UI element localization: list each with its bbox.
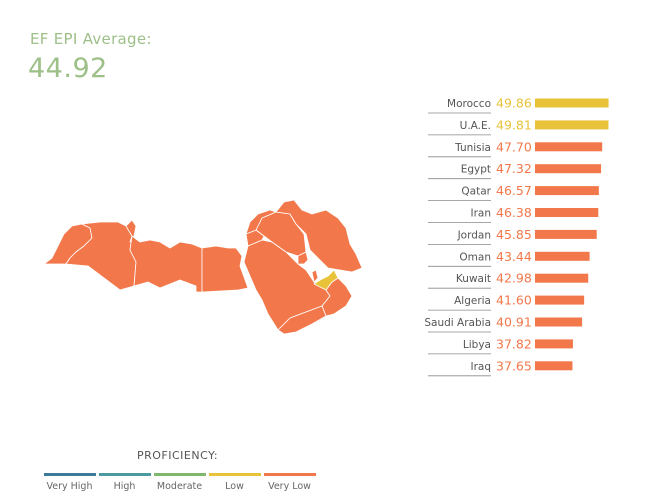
score-label: 47.70: [496, 139, 532, 154]
legend-label: Very Low: [268, 481, 311, 492]
score-label: 41.60: [496, 293, 532, 308]
score-bar[interactable]: [535, 120, 609, 130]
legend-swatch: [263, 473, 316, 476]
map-algeria[interactable]: [65, 221, 137, 291]
legend-item: Moderate: [152, 473, 207, 492]
score-bar[interactable]: [535, 98, 609, 108]
country-label: Oman: [459, 251, 491, 263]
map-libya[interactable]: [129, 235, 203, 293]
map-kuwait[interactable]: [297, 251, 309, 265]
legend-label: Very High: [46, 481, 93, 492]
score-label: 49.86: [496, 96, 532, 111]
score-bar[interactable]: [535, 142, 603, 152]
score-label: 40.91: [496, 315, 532, 330]
score-label: 49.81: [496, 117, 532, 132]
country-label: Iraq: [470, 361, 491, 373]
country-label: Qatar: [461, 186, 491, 198]
score-label: 45.85: [496, 227, 532, 242]
map-yemen: [277, 305, 327, 335]
country-label: Saudi Arabia: [424, 317, 491, 329]
country-label: Morocco: [447, 98, 491, 110]
country-label: Jordan: [457, 229, 491, 241]
map-uae[interactable]: [313, 269, 339, 291]
legend-label: Low: [225, 481, 244, 492]
map-egypt[interactable]: [201, 245, 249, 293]
legend-label: High: [113, 481, 136, 492]
legend-swatch: [153, 473, 206, 476]
legend-item: Very Low: [262, 473, 317, 492]
country-label: Tunisia: [454, 142, 491, 154]
score-bar[interactable]: [535, 361, 573, 371]
country-label: Libya: [463, 339, 491, 351]
score-label: 42.98: [496, 271, 532, 286]
score-bar[interactable]: [535, 186, 599, 196]
score-label: 46.38: [496, 205, 532, 220]
score-bar[interactable]: [535, 251, 590, 261]
map-iran[interactable]: [275, 199, 363, 273]
score-bar[interactable]: [535, 208, 599, 217]
score-label: 37.65: [496, 358, 532, 373]
score-label: 43.44: [496, 249, 532, 264]
score-bar[interactable]: [535, 164, 602, 174]
score-bar[interactable]: [535, 295, 585, 305]
average-value: 44.92: [28, 53, 108, 84]
score-bar[interactable]: [535, 339, 573, 349]
country-label: Iran: [470, 208, 491, 220]
country-label: Kuwait: [456, 273, 491, 285]
average-label: EF EPI Average:: [30, 30, 152, 48]
score-bar[interactable]: [535, 273, 589, 283]
legend-label: Moderate: [156, 481, 203, 492]
score-bar[interactable]: [535, 229, 597, 239]
legend-title: PROFICIENCY:: [137, 449, 219, 462]
legend-item: Very High: [42, 473, 97, 492]
score-label: 37.82: [496, 336, 532, 351]
country-label: Egypt: [461, 164, 491, 176]
legend-swatch: [208, 473, 261, 476]
legend-swatch: [98, 473, 151, 476]
score-bar[interactable]: [535, 317, 583, 327]
score-label: 47.32: [496, 161, 532, 176]
map-syria: [245, 209, 277, 235]
map-qatar[interactable]: [311, 269, 319, 283]
score-label: 46.57: [496, 183, 532, 198]
country-label: Algeria: [454, 295, 491, 307]
legend-swatch: [43, 473, 96, 476]
country-label: U.A.E.: [460, 120, 491, 132]
proficiency-legend: Very High High Moderate Low Very Low: [42, 473, 317, 492]
legend-item: Low: [207, 473, 262, 492]
legend-item: High: [97, 473, 152, 492]
